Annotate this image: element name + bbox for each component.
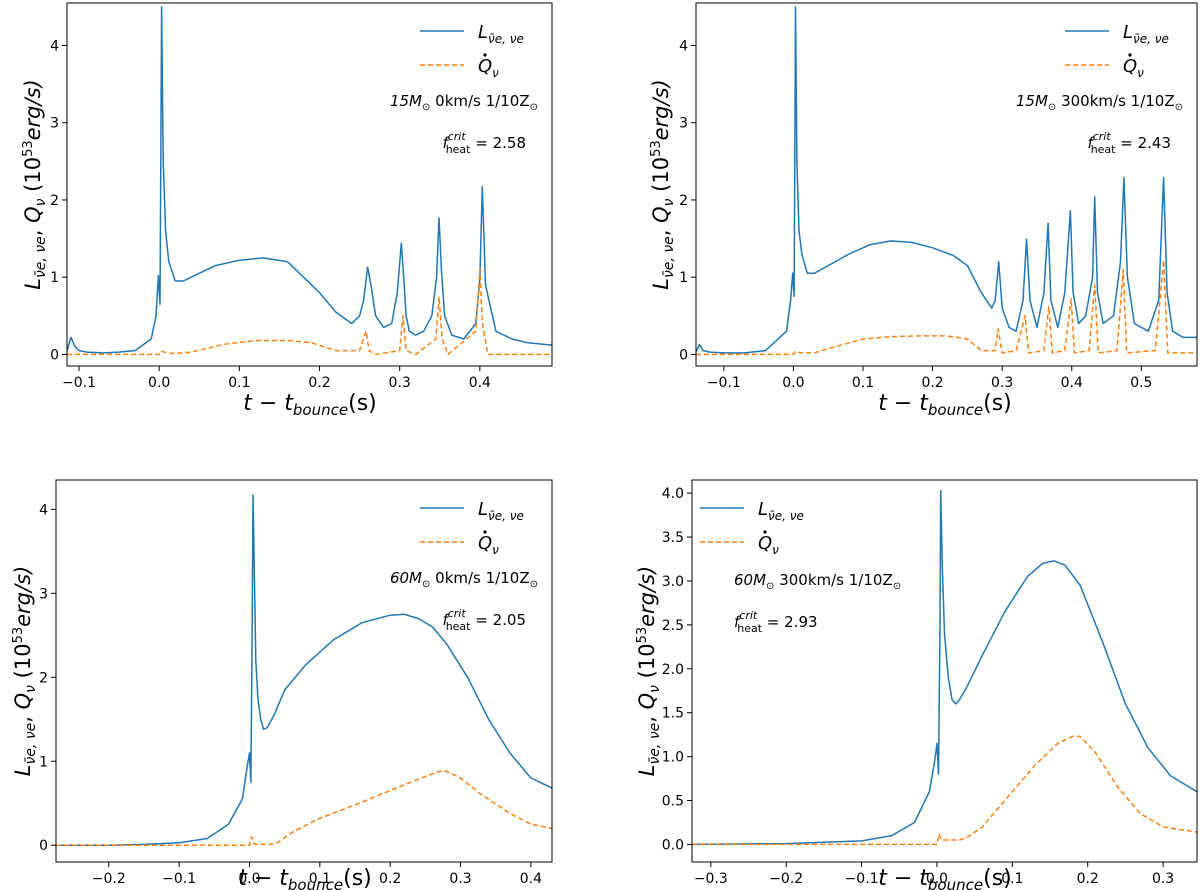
y-tick-label: 0 — [679, 347, 688, 363]
x-tick-label: 0.2 — [921, 375, 943, 391]
y-tick-label: 2 — [50, 193, 59, 209]
x-tick-label: −0.3 — [694, 871, 728, 887]
fheat-annotation: fcrit heat = 2.93 — [734, 609, 818, 635]
x-tick-label: −0.1 — [707, 375, 741, 391]
x-tick-label: 0.1 — [228, 375, 250, 391]
x-tick-label: 0.5 — [1130, 375, 1152, 391]
legend-heating-label: Qν — [478, 56, 499, 80]
x-tick-label: 0.2 — [1077, 871, 1099, 887]
y-axis-label: Lν̄e, νe, Qν (1053erg/s) — [635, 566, 663, 776]
heating-rate-line — [696, 259, 1197, 356]
x-tick-label: 0.0 — [238, 871, 260, 887]
y-tick-label: 1.5 — [662, 706, 684, 722]
heating-rate-line — [692, 735, 1198, 846]
legend-heating-label: Qν — [758, 533, 779, 557]
y-tick-label: 1 — [50, 270, 59, 286]
y-tick-label: 1.0 — [662, 750, 684, 766]
x-tick-label: 0.1 — [1001, 871, 1023, 887]
x-tick-label: 0.4 — [1061, 375, 1083, 391]
y-tick-label: 0 — [39, 838, 48, 854]
fheat-annotation: fcrit heat = 2.43 — [1087, 130, 1171, 156]
legend-dot-accent — [763, 530, 767, 534]
y-tick-label: 1 — [39, 754, 48, 770]
legend-luminosity-label: Lν̄e, νe — [758, 499, 804, 523]
y-axis-label: Lν̄e, νe, Qν (1053erg/s) — [649, 79, 677, 289]
y-tick-label: 3.0 — [662, 574, 684, 590]
y-tick-label: 4.0 — [662, 486, 684, 502]
y-tick-label: 4 — [39, 502, 48, 518]
x-tick-label: 0.3 — [449, 871, 471, 887]
x-tick-label: 0.1 — [852, 375, 874, 391]
legend-dot-accent — [483, 530, 487, 534]
y-tick-label: 0 — [50, 347, 59, 363]
y-tick-label: 2.0 — [662, 662, 684, 678]
luminosity-line — [691, 489, 1198, 846]
fheat-annotation: fcrit heat = 2.05 — [442, 607, 526, 633]
y-tick-label: 2 — [679, 193, 688, 209]
x-tick-label: −0.1 — [845, 871, 879, 887]
model-annotation: 15M⊙ 0km/s 1/10Z⊙ — [390, 92, 538, 113]
plot-frame — [691, 479, 1198, 863]
x-tick-label: 0.3 — [1152, 871, 1174, 887]
x-tick-label: 0.0 — [926, 871, 948, 887]
x-tick-label: −0.1 — [62, 375, 96, 391]
y-tick-label: 2 — [39, 670, 48, 686]
x-axis-label: t − tbounce(s) — [878, 391, 1012, 419]
x-tick-label: 0.3 — [389, 375, 411, 391]
y-axis-label: Lν̄e, νe, Qν (1053erg/s) — [21, 79, 49, 289]
x-tick-label: 0.1 — [309, 871, 331, 887]
legend-dot-accent — [483, 53, 487, 57]
x-tick-label: 0.0 — [148, 375, 170, 391]
y-tick-label: 2.5 — [662, 618, 684, 634]
x-tick-label: 0.2 — [308, 375, 330, 391]
legend-heating-label: Qν — [478, 533, 499, 557]
y-tick-label: 3 — [39, 586, 48, 602]
heating-rate-line — [56, 770, 553, 846]
x-tick-label: 0.0 — [782, 375, 804, 391]
legend-luminosity-label: Lν̄e, νe — [1123, 22, 1169, 46]
y-axis-label: Lν̄e, νe, Qν (1053erg/s) — [11, 566, 39, 776]
model-annotation: 15M⊙ 300km/s 1/10Z⊙ — [1016, 92, 1183, 113]
plot-frame — [695, 2, 1198, 367]
fheat-annotation: fcrit heat = 2.58 — [442, 130, 526, 156]
y-tick-label: 3.5 — [662, 530, 684, 546]
chart-panel-2: −0.1 0.0 0.1 0.2 0.3 0.4 0.5 0 1 2 3 4 t − tbounce(s… — [649, 2, 1198, 419]
model-annotation: 60M⊙ 300km/s 1/10Z⊙ — [734, 571, 901, 592]
legend-dot-accent — [1128, 53, 1132, 57]
plot-frame — [66, 2, 553, 367]
x-axis-label: t − tbounce(s) — [878, 866, 1012, 890]
y-tick-label: 4 — [679, 38, 688, 54]
y-tick-label: 0.5 — [662, 794, 684, 810]
chart-panel-3: −0.2 −0.1 0.0 0.1 0.2 0.3 0.4 0 1 2 3 4 t − tbounce(… — [11, 479, 553, 890]
heating-rate-line — [67, 268, 552, 356]
y-tick-label: 3 — [50, 116, 59, 132]
x-tick-label: 0.2 — [379, 871, 401, 887]
y-tick-label: 0.0 — [662, 837, 684, 853]
y-tick-label: 3 — [679, 116, 688, 132]
luminosity-line — [56, 494, 553, 846]
plot-frame — [55, 479, 553, 863]
y-tick-label: 4 — [50, 38, 59, 54]
luminosity-line — [695, 6, 1197, 354]
chart-panel-4: −0.3 −0.2 −0.1 0.0 0.1 0.2 0.3 0.0 0.5 1.0 1.5 2.0 2… — [635, 479, 1198, 890]
x-axis-label: t − tbounce(s) — [238, 866, 372, 890]
legend-heating-label: Qν — [1123, 56, 1144, 80]
chart-panel-1: −0.1 0.0 0.1 0.2 0.3 0.4 0 1 2 3 4 t − tbounce(s) Lν… — [21, 2, 553, 419]
legend-luminosity-label: Lν̄e, νe — [478, 22, 524, 46]
model-annotation: 60M⊙ 0km/s 1/10Z⊙ — [390, 569, 538, 590]
y-tick-label: 1 — [679, 270, 688, 286]
x-tick-label: −0.2 — [92, 871, 126, 887]
x-tick-label: 0.4 — [520, 871, 542, 887]
x-tick-label: 0.4 — [469, 375, 491, 391]
legend-luminosity-label: Lν̄e, νe — [478, 499, 524, 523]
x-axis-label: t − tbounce(s) — [243, 391, 377, 419]
x-tick-label: 0.3 — [991, 375, 1013, 391]
x-tick-label: −0.2 — [769, 871, 803, 887]
x-tick-label: −0.1 — [162, 871, 196, 887]
luminosity-line — [66, 6, 553, 354]
